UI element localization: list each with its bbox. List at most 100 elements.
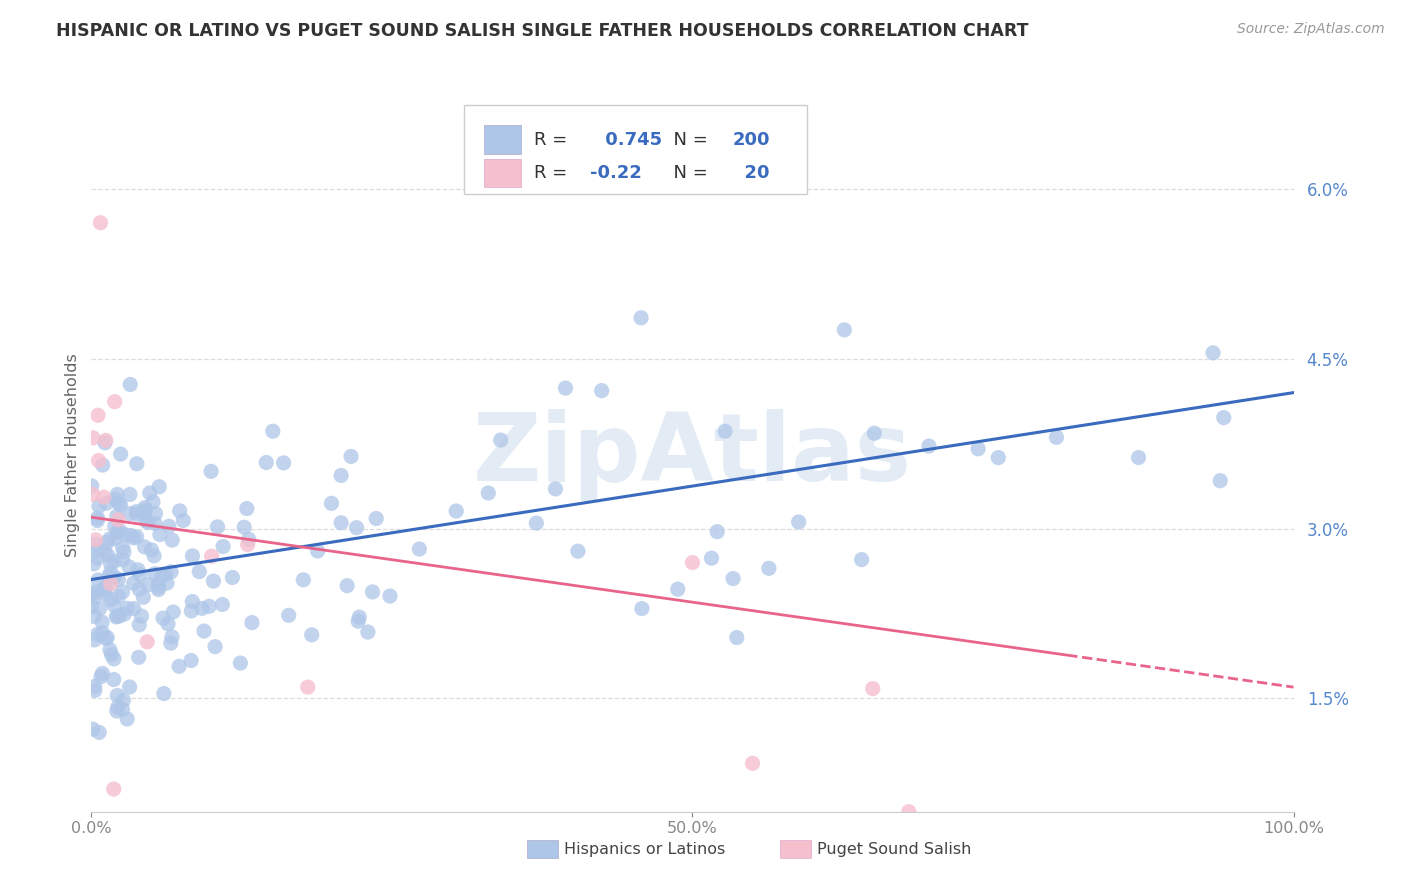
Point: [132, 591, 155, 605]
Point: [181, 594, 204, 608]
Point: [115, 712, 138, 726]
Point: [105, 689, 128, 703]
Point: [212, 540, 235, 554]
Point: [107, 525, 129, 540]
Point: [361, 585, 384, 599]
Point: [591, 384, 613, 398]
Point: [1212, 410, 1234, 425]
Point: [149, 527, 172, 541]
Point: [262, 424, 284, 438]
Point: [301, 628, 323, 642]
Point: [714, 424, 737, 438]
Point: [340, 450, 363, 464]
Point: [89, 725, 111, 739]
Point: [98, 568, 121, 582]
Point: [118, 560, 141, 574]
Point: [681, 556, 703, 570]
Point: [118, 487, 141, 501]
Point: [96, 631, 118, 645]
Point: [567, 544, 589, 558]
Point: [96, 535, 118, 549]
Point: [118, 680, 141, 694]
Point: [93, 490, 115, 504]
Text: ZipAtlas: ZipAtlas: [472, 409, 912, 501]
Point: [131, 609, 153, 624]
Point: [103, 782, 125, 797]
Point: [122, 576, 145, 591]
Point: [94, 435, 117, 450]
FancyBboxPatch shape: [464, 105, 807, 194]
Point: [103, 652, 125, 666]
Point: [110, 447, 132, 461]
Point: [107, 609, 129, 624]
Point: [150, 568, 173, 582]
Point: [83, 680, 105, 694]
Point: [863, 426, 886, 441]
Point: [128, 618, 150, 632]
Point: [97, 549, 120, 563]
Point: [96, 579, 118, 593]
Point: [706, 524, 728, 539]
Point: [98, 532, 121, 546]
Point: [138, 577, 160, 591]
Point: [104, 492, 127, 507]
Point: [236, 538, 259, 552]
Point: [91, 625, 114, 640]
Point: [100, 576, 122, 591]
Point: [134, 540, 156, 554]
Point: [160, 630, 183, 644]
Point: [330, 516, 353, 530]
Point: [111, 702, 134, 716]
Point: [107, 700, 129, 714]
Point: [366, 511, 388, 525]
Point: [84, 533, 107, 547]
Point: [1209, 474, 1232, 488]
Point: [91, 666, 114, 681]
Point: [103, 673, 125, 687]
Point: [725, 631, 748, 645]
Point: [156, 616, 179, 631]
Point: [254, 456, 277, 470]
Point: [80, 479, 103, 493]
Text: Puget Sound Salish: Puget Sound Salish: [817, 842, 972, 856]
Point: [94, 582, 117, 596]
Point: [202, 574, 225, 588]
Point: [180, 604, 202, 618]
Text: 0.745: 0.745: [599, 130, 662, 148]
Point: [98, 643, 121, 657]
Point: [111, 541, 134, 555]
Point: [180, 654, 202, 668]
Point: [142, 495, 165, 509]
Point: [666, 582, 689, 597]
Point: [125, 507, 148, 521]
Point: [134, 503, 156, 517]
Point: [148, 576, 170, 591]
Point: [86, 627, 108, 641]
Point: [160, 533, 183, 548]
Point: [524, 516, 547, 530]
Point: [143, 549, 166, 563]
Point: [118, 507, 141, 521]
Point: [94, 434, 117, 448]
Point: [103, 598, 125, 612]
Point: [159, 636, 181, 650]
Point: [211, 598, 233, 612]
Point: [105, 704, 128, 718]
Point: [157, 519, 180, 533]
Point: [700, 551, 723, 566]
Point: [107, 513, 129, 527]
Point: [834, 323, 856, 337]
Point: [87, 499, 110, 513]
Point: [544, 482, 567, 496]
Point: [758, 561, 780, 575]
Point: [89, 601, 111, 615]
Point: [155, 567, 177, 582]
Point: [108, 524, 131, 538]
Point: [80, 599, 103, 614]
Point: [233, 520, 256, 534]
Point: [153, 687, 176, 701]
Point: [378, 589, 401, 603]
Point: [122, 531, 145, 545]
Point: [489, 433, 512, 447]
Point: [851, 552, 873, 566]
